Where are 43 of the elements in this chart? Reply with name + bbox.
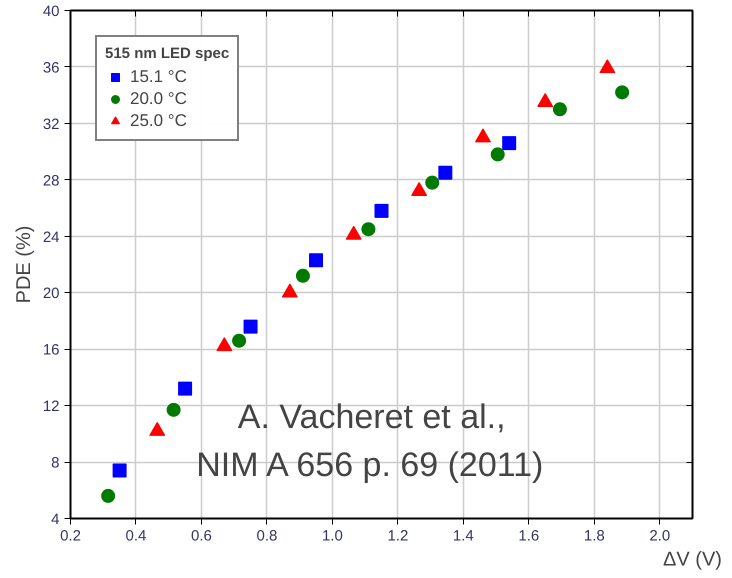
y-tick-label: 24	[42, 228, 60, 246]
y-tick-label: 28	[42, 172, 60, 190]
y-axis-title: PDE (%)	[12, 226, 35, 304]
y-tick-label: 20	[42, 285, 60, 302]
x-tick-label: 0.6	[191, 528, 212, 544]
legend-label: 25.0 °C	[130, 111, 187, 131]
point	[232, 334, 246, 348]
x-tick-label: 0.2	[60, 528, 81, 544]
y-tick-label: 4	[51, 511, 60, 528]
y-tick-label: 36	[42, 59, 60, 76]
y-tick-label: 32	[42, 116, 60, 133]
point	[438, 166, 452, 180]
point	[309, 253, 324, 268]
point	[615, 85, 630, 100]
point	[490, 147, 505, 162]
point	[374, 204, 388, 218]
legend-label: 20.0 °C	[130, 89, 187, 109]
x-axis-title: ΔV (V)	[663, 548, 722, 570]
x-tick-label: 0.4	[126, 528, 146, 544]
point	[101, 488, 116, 503]
x-tick-label: 1.0	[322, 528, 343, 544]
point	[112, 464, 127, 478]
point	[552, 102, 567, 116]
legend-label: 15.1 °C	[130, 67, 187, 87]
point	[166, 402, 181, 417]
point	[244, 320, 258, 334]
point	[361, 222, 376, 236]
x-tick-label: 1.6	[518, 528, 540, 544]
x-tick-label: 1.2	[387, 528, 408, 544]
x-tick-label: 2.0	[649, 528, 670, 544]
x-tick-label: 1.4	[452, 528, 474, 544]
x-tick-label: 0.8	[256, 528, 278, 544]
y-tick-label: 16	[42, 342, 60, 359]
x-tick-label: 1.8	[584, 528, 605, 544]
annotation: A. Vacheret et al., NIM A 656 p. 69 (2011)	[196, 398, 544, 484]
point	[425, 176, 440, 190]
y-tick-label: 12	[42, 398, 60, 416]
point	[178, 382, 192, 396]
point	[502, 136, 516, 150]
y-tick-label: 8	[51, 454, 60, 472]
y-tick-label: 40	[42, 3, 60, 20]
legend-title: 515 nm LED spec	[105, 45, 230, 62]
point	[296, 268, 310, 283]
